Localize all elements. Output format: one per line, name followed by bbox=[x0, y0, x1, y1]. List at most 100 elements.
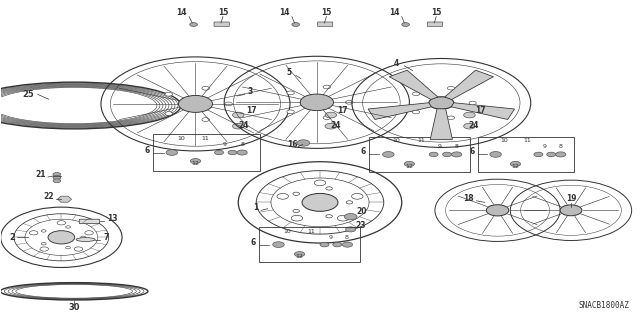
Text: 3: 3 bbox=[247, 87, 252, 96]
Text: 4: 4 bbox=[394, 59, 399, 68]
Bar bbox=[369, 137, 470, 172]
Circle shape bbox=[40, 247, 49, 251]
Circle shape bbox=[383, 152, 394, 157]
Circle shape bbox=[189, 23, 197, 26]
Circle shape bbox=[412, 92, 420, 96]
Circle shape bbox=[547, 152, 556, 157]
Text: 30: 30 bbox=[68, 303, 80, 312]
Text: 9: 9 bbox=[222, 142, 226, 147]
Polygon shape bbox=[430, 109, 452, 139]
Circle shape bbox=[41, 230, 46, 232]
Text: 21: 21 bbox=[35, 170, 45, 179]
Circle shape bbox=[293, 209, 300, 212]
Text: 10: 10 bbox=[393, 138, 401, 143]
Text: 11: 11 bbox=[307, 228, 315, 234]
Circle shape bbox=[464, 123, 475, 129]
Circle shape bbox=[214, 150, 223, 155]
Circle shape bbox=[179, 95, 212, 112]
Circle shape bbox=[53, 176, 61, 180]
Circle shape bbox=[85, 231, 93, 235]
Circle shape bbox=[292, 23, 300, 26]
Circle shape bbox=[412, 110, 420, 114]
Circle shape bbox=[556, 152, 566, 157]
Circle shape bbox=[202, 118, 209, 122]
Text: 24: 24 bbox=[239, 121, 249, 130]
Bar bbox=[478, 137, 574, 172]
Circle shape bbox=[486, 205, 509, 216]
Circle shape bbox=[165, 112, 173, 115]
Circle shape bbox=[447, 86, 454, 90]
Circle shape bbox=[344, 213, 357, 220]
Text: 15: 15 bbox=[431, 8, 442, 17]
Polygon shape bbox=[445, 70, 493, 100]
Circle shape bbox=[464, 112, 475, 118]
Text: 9: 9 bbox=[543, 144, 547, 149]
Text: 10: 10 bbox=[500, 138, 508, 143]
Text: 8: 8 bbox=[558, 144, 562, 149]
Circle shape bbox=[452, 152, 462, 157]
Text: 10: 10 bbox=[283, 228, 291, 234]
Circle shape bbox=[325, 123, 337, 129]
Circle shape bbox=[402, 23, 410, 26]
Text: 17: 17 bbox=[337, 107, 348, 115]
Circle shape bbox=[66, 226, 70, 228]
Circle shape bbox=[273, 242, 284, 248]
Text: 17: 17 bbox=[246, 107, 257, 115]
Text: 12: 12 bbox=[511, 164, 519, 169]
Text: 14: 14 bbox=[390, 8, 400, 17]
Text: 12: 12 bbox=[191, 161, 200, 166]
Circle shape bbox=[48, 231, 75, 244]
Circle shape bbox=[323, 116, 330, 120]
Text: 13: 13 bbox=[108, 214, 118, 223]
Circle shape bbox=[232, 112, 244, 118]
Circle shape bbox=[74, 247, 83, 251]
Circle shape bbox=[346, 227, 356, 232]
Circle shape bbox=[320, 242, 329, 247]
Circle shape bbox=[346, 201, 353, 204]
Text: 6: 6 bbox=[251, 238, 256, 247]
Circle shape bbox=[202, 86, 209, 90]
Circle shape bbox=[293, 192, 300, 196]
Circle shape bbox=[53, 173, 61, 176]
Text: 7: 7 bbox=[104, 233, 109, 241]
Text: 11: 11 bbox=[523, 138, 531, 143]
Bar bbox=[259, 227, 360, 262]
FancyBboxPatch shape bbox=[79, 219, 100, 224]
Text: 15: 15 bbox=[321, 8, 332, 17]
Text: 24: 24 bbox=[330, 121, 340, 130]
Circle shape bbox=[57, 221, 66, 225]
Text: 8: 8 bbox=[345, 235, 349, 240]
Circle shape bbox=[404, 161, 415, 167]
Text: 15: 15 bbox=[218, 8, 228, 17]
Text: 8: 8 bbox=[455, 144, 459, 149]
Circle shape bbox=[232, 123, 244, 129]
Text: 14: 14 bbox=[280, 8, 290, 17]
Polygon shape bbox=[389, 70, 438, 100]
Circle shape bbox=[166, 150, 177, 155]
Polygon shape bbox=[451, 103, 515, 120]
Circle shape bbox=[325, 112, 337, 118]
Text: 25: 25 bbox=[22, 90, 34, 99]
Circle shape bbox=[225, 102, 232, 106]
Text: 18: 18 bbox=[463, 194, 474, 203]
Text: 17: 17 bbox=[476, 107, 486, 115]
Circle shape bbox=[429, 152, 438, 157]
Text: 6: 6 bbox=[470, 147, 475, 156]
Circle shape bbox=[297, 140, 310, 146]
FancyBboxPatch shape bbox=[317, 22, 333, 26]
Circle shape bbox=[326, 215, 332, 218]
Text: 19: 19 bbox=[566, 194, 576, 203]
Circle shape bbox=[560, 205, 582, 216]
Circle shape bbox=[534, 152, 543, 157]
Text: 10: 10 bbox=[177, 136, 185, 141]
Polygon shape bbox=[368, 103, 431, 120]
Circle shape bbox=[342, 242, 353, 247]
Text: 11: 11 bbox=[417, 138, 425, 143]
Text: 9: 9 bbox=[438, 144, 442, 149]
Text: 5: 5 bbox=[287, 68, 292, 77]
Circle shape bbox=[351, 194, 363, 199]
Circle shape bbox=[346, 100, 353, 104]
Text: 23: 23 bbox=[355, 221, 365, 230]
Circle shape bbox=[294, 252, 305, 257]
Circle shape bbox=[333, 242, 342, 247]
